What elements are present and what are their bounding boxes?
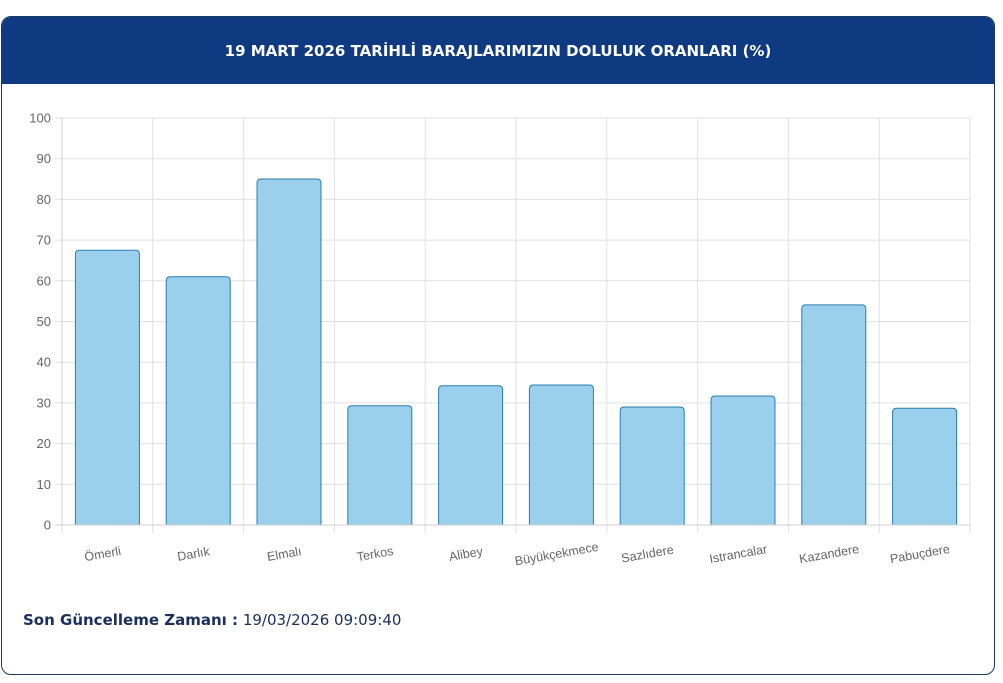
y-tick-label: 60 <box>37 273 51 288</box>
y-tick-label: 0 <box>44 518 51 533</box>
y-tick-label: 50 <box>37 314 51 329</box>
y-tick-label: 100 <box>29 111 51 126</box>
chart-title: 19 MART 2026 TARİHLİ BARAJLARIMIZIN DOLU… <box>224 41 772 60</box>
x-tick-label: Elmalı <box>266 544 303 564</box>
x-tick-label: Sazlıdere <box>620 543 674 566</box>
y-tick-label: 40 <box>37 355 51 370</box>
bar-ömerli[interactable] <box>74 249 140 526</box>
y-tick-label: 80 <box>37 192 51 207</box>
x-tick-label: Pabuçdere <box>889 542 951 566</box>
last-update-value: 19/03/2026 09:09:40 <box>242 611 402 629</box>
y-tick-label: 90 <box>37 151 51 166</box>
bar-kazandere[interactable] <box>801 304 867 526</box>
bar-büyükçekmece[interactable] <box>528 384 594 526</box>
last-update: Son Güncelleme Zamanı : 19/03/2026 09:09… <box>23 611 401 629</box>
bar-darlık[interactable] <box>165 276 231 526</box>
bar-elmalı[interactable] <box>256 178 322 526</box>
y-tick-label: 70 <box>37 233 51 248</box>
y-tick-label: 20 <box>37 436 51 451</box>
bar-sazlıdere[interactable] <box>619 406 685 526</box>
bar-alibey[interactable] <box>438 385 504 526</box>
x-tick-label: Istrancalar <box>708 542 768 566</box>
y-tick-label: 30 <box>37 395 51 410</box>
bar-chart: 0 10 20 30 40 50 60 70 80 90 100 Ömerli Darlık Elmalı… <box>29 111 971 569</box>
bar-terkos[interactable] <box>347 405 413 526</box>
x-tick-label: Ömerli <box>83 544 122 564</box>
x-tick-label: Alibey <box>448 544 485 564</box>
x-tick-label: Darlık <box>176 544 211 564</box>
last-update-label: Son Güncelleme Zamanı : <box>23 611 239 629</box>
x-tick-label: Büyükçekmece <box>514 540 600 569</box>
x-tick-label: Terkos <box>356 544 395 564</box>
bar-pabuçdere[interactable] <box>892 407 958 526</box>
x-tick-label: Kazandere <box>798 542 860 566</box>
card-header: 19 MART 2026 TARİHLİ BARAJLARIMIZIN DOLU… <box>2 17 994 84</box>
bar-istrancalar[interactable] <box>710 395 776 526</box>
y-tick-label: 10 <box>37 477 51 492</box>
